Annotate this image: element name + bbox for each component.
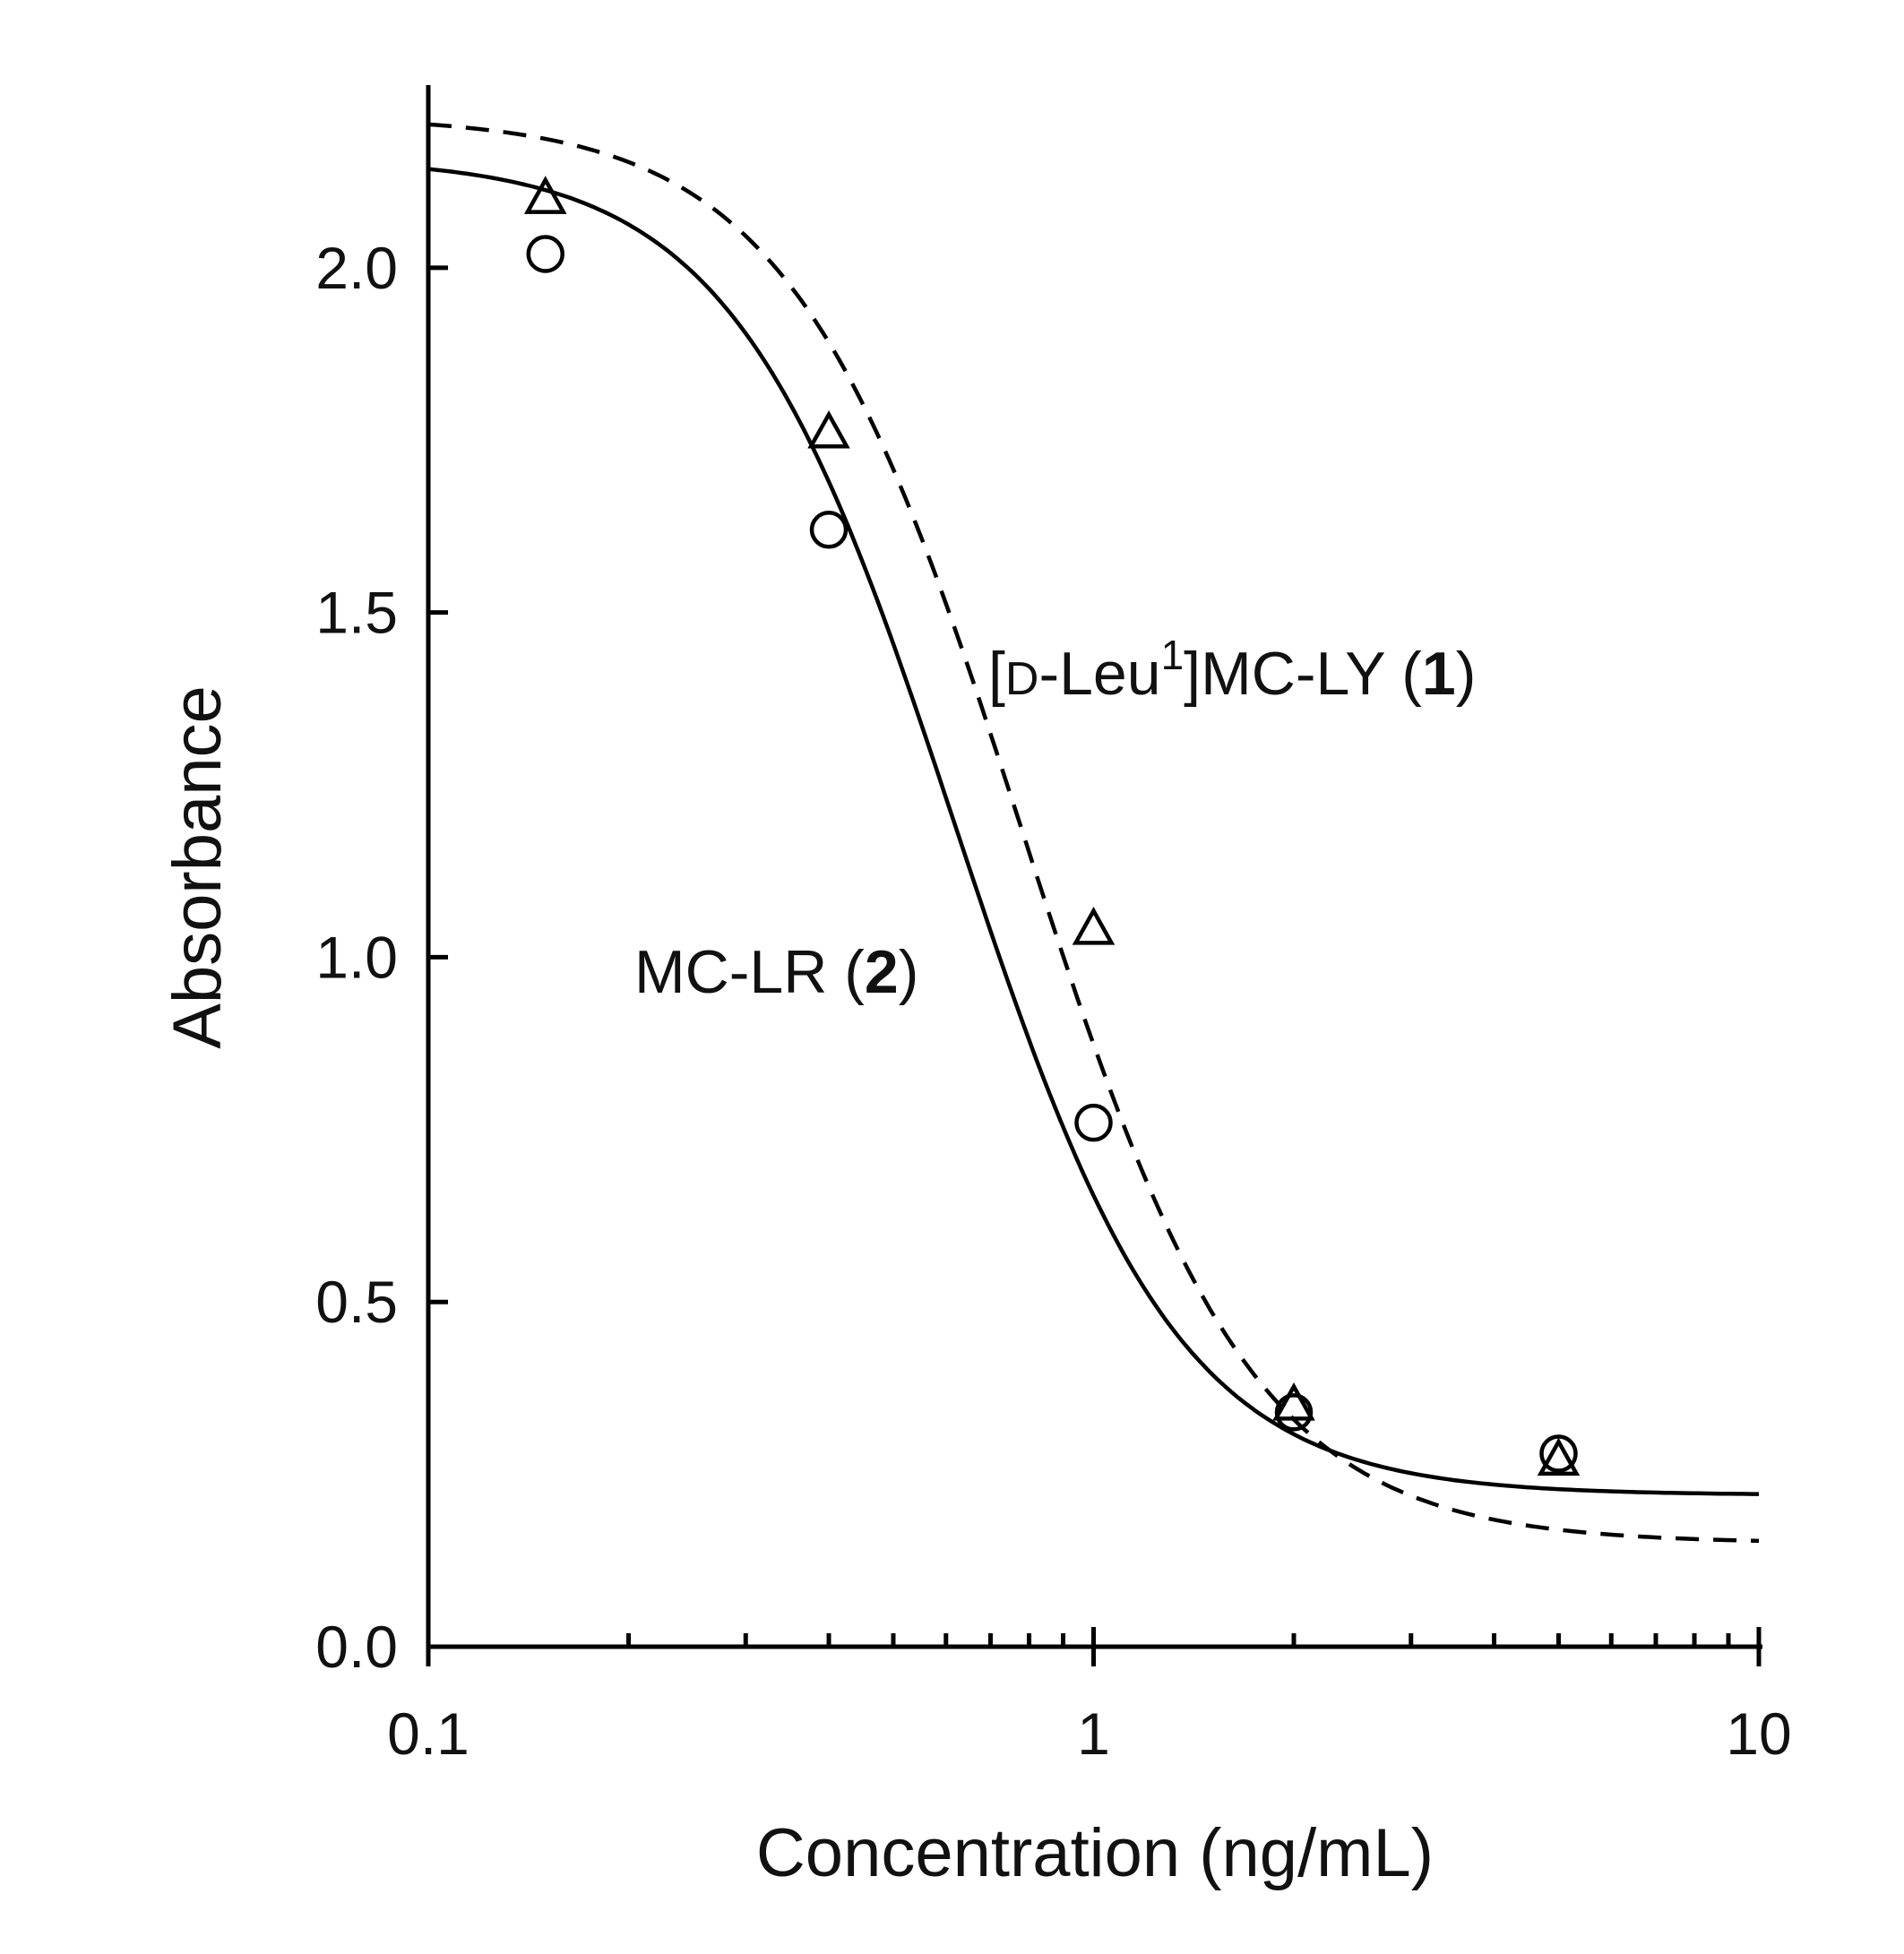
series-label-d-leu-mc-ly: [D-Leu1]MC-LY (1)	[988, 632, 1476, 708]
y-axis-title: Absorbance	[159, 685, 236, 1049]
mc-lr-point-3	[1274, 1393, 1314, 1432]
y-tick-label-4: 2.0	[315, 235, 398, 301]
y-tick-label-2: 1.0	[315, 924, 398, 990]
d-leu-mc-ly-point-2	[1072, 907, 1116, 945]
x-tick-label-0: 0.1	[387, 1700, 470, 1767]
d-leu-mc-ly-point-1	[807, 409, 850, 449]
d-leu-mc-ly-point-3	[1272, 1382, 1315, 1421]
d-leu-mc-ly-point-0	[523, 176, 567, 214]
fit-curves	[427, 122, 1760, 1544]
y-tick-label-1: 0.5	[315, 1269, 398, 1335]
x-axis-title: Concentration (ng/mL)	[756, 1815, 1434, 1891]
series-label-mc-lr: MC-LR (2)	[634, 938, 918, 1006]
x-tick-label-1: 1	[1077, 1700, 1110, 1767]
d-leu-mc-ly-point-4	[1537, 1437, 1581, 1476]
axis-ticks: 0.0 0.5 1.0 1.5 2.0 0.1 1 10	[315, 235, 1791, 1767]
y-tick-label-0: 0.0	[315, 1614, 398, 1680]
data-markers	[523, 176, 1581, 1476]
mc-lr-point-1	[809, 511, 849, 549]
fit-curve-mc-lr	[427, 167, 1759, 1496]
plot-area	[426, 85, 1762, 1649]
fit-curve-d-leu-mc-ly	[427, 122, 1760, 1544]
mc-lr-point-4	[1539, 1434, 1578, 1473]
mc-lr-point-2	[1074, 1103, 1113, 1142]
x-tick-label-2: 10	[1726, 1700, 1791, 1767]
y-tick-label-3: 1.5	[315, 580, 398, 646]
mc-lr-point-0	[526, 235, 564, 273]
